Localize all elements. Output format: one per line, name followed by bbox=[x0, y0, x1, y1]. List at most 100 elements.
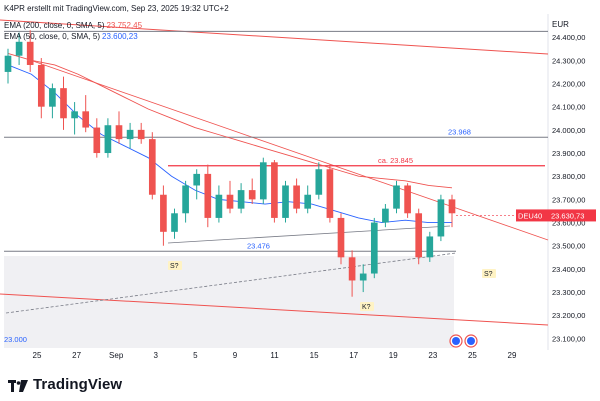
candle-body bbox=[49, 88, 56, 107]
tradingview-footer[interactable]: TradingView bbox=[8, 376, 122, 393]
candle-body bbox=[4, 55, 12, 72]
candle-body bbox=[315, 169, 323, 195]
candle bbox=[26, 30, 34, 72]
candle-body bbox=[437, 199, 445, 237]
descending-trendline bbox=[29, 59, 549, 241]
level-label: 23.476 bbox=[247, 241, 270, 250]
candle bbox=[448, 194, 456, 228]
price-tick-label: 23.200,00 bbox=[552, 311, 585, 320]
candle-body bbox=[26, 41, 34, 65]
candle bbox=[237, 183, 245, 214]
candle bbox=[104, 118, 112, 158]
compare-badge-icon[interactable] bbox=[464, 334, 478, 348]
time-tick-label: Sep bbox=[109, 351, 124, 360]
time-tick-label: 15 bbox=[310, 351, 319, 360]
time-tick-label: 11 bbox=[270, 351, 279, 360]
candle bbox=[49, 83, 56, 119]
annotation-label: S? bbox=[484, 271, 493, 278]
price-tick-label: 23.300,00 bbox=[552, 288, 585, 297]
trendlines bbox=[0, 19, 549, 326]
badge-icons[interactable] bbox=[449, 334, 478, 348]
candle-body bbox=[226, 194, 234, 209]
ema50-legend-value: 23.600,23 bbox=[102, 32, 138, 41]
candle-body bbox=[115, 125, 123, 140]
candle-body bbox=[404, 185, 411, 214]
candle bbox=[282, 180, 289, 223]
compare-badge-icon[interactable] bbox=[449, 334, 463, 348]
ema50-legend[interactable]: EMA (50, close, 0, SMA, 5) 23.600,23 bbox=[4, 32, 138, 41]
price-tick-label: 24.100,00 bbox=[552, 103, 585, 112]
ema200-legend-label: EMA (200, close, 0, SMA, 5) bbox=[4, 21, 105, 30]
candle-body bbox=[93, 127, 101, 154]
candle bbox=[404, 183, 411, 218]
candle bbox=[4, 48, 12, 84]
candle-body bbox=[337, 217, 345, 258]
candle bbox=[437, 194, 445, 242]
price-axis[interactable]: 24.400,00 24.300,00 24.200,00 24.100,00 24.0… bbox=[552, 33, 585, 343]
time-tick-label: 5 bbox=[193, 351, 198, 360]
ema50-legend-label: EMA (50, close, 0, SMA, 5) bbox=[4, 32, 101, 41]
candle-body bbox=[348, 257, 356, 281]
candle-body bbox=[193, 173, 201, 186]
candle-body bbox=[370, 222, 378, 274]
candle-body bbox=[60, 88, 67, 119]
price-tick-label: 24.000,00 bbox=[552, 126, 585, 135]
lower-trendline bbox=[0, 293, 549, 326]
candle-body bbox=[182, 185, 189, 214]
candle bbox=[137, 122, 145, 144]
candle bbox=[259, 157, 267, 205]
author-line: K4PR erstellt mit TradingView.com, Sep 2… bbox=[4, 4, 229, 13]
annotation-label: K? bbox=[362, 304, 371, 311]
time-tick-label: 25 bbox=[468, 351, 477, 360]
upper-trendline bbox=[0, 19, 549, 55]
candle-body bbox=[82, 111, 90, 128]
dashed-trendline bbox=[5, 252, 457, 314]
time-tick-label: 29 bbox=[508, 351, 517, 360]
currency-label: EUR bbox=[552, 20, 569, 29]
ema200-legend[interactable]: EMA (200, close, 0, SMA, 5) 23.752,45 bbox=[4, 21, 142, 30]
badge-core bbox=[452, 337, 460, 345]
level-label: ca. 23.845 bbox=[378, 156, 413, 165]
price-tick-label: 24.300,00 bbox=[552, 56, 585, 65]
candle bbox=[426, 231, 434, 262]
tradingview-brand: TradingView bbox=[33, 376, 123, 393]
candle-body bbox=[448, 199, 456, 214]
candle-body bbox=[248, 190, 256, 200]
annotation-label: S? bbox=[170, 263, 179, 270]
time-tick-label: 23 bbox=[428, 351, 437, 360]
price-tick-label: 23.800,00 bbox=[552, 172, 585, 181]
candle bbox=[248, 178, 256, 205]
time-tick-label: 9 bbox=[233, 351, 238, 360]
price-tick-label: 23.500,00 bbox=[552, 242, 585, 251]
last-price-box bbox=[548, 209, 596, 222]
candle-body bbox=[426, 236, 434, 258]
candle-body bbox=[382, 208, 389, 223]
candle bbox=[60, 76, 67, 130]
candlesticks[interactable] bbox=[4, 30, 456, 297]
candle bbox=[326, 164, 334, 223]
candle-body bbox=[271, 162, 278, 218]
candle-body bbox=[15, 41, 23, 56]
candle bbox=[393, 180, 400, 214]
level-label: 23.000 bbox=[4, 335, 27, 344]
price-tick-label: 24.200,00 bbox=[552, 80, 585, 89]
candle bbox=[182, 180, 189, 223]
horizontal-levels: ca. 23.845 23.968 23.476 23.000 bbox=[4, 30, 548, 344]
time-axis[interactable]: 25 27 Sep 3 5 9 11 15 17 19 23 25 29 bbox=[33, 351, 517, 360]
time-tick-label: 27 bbox=[72, 351, 81, 360]
candle bbox=[115, 111, 123, 144]
candle bbox=[415, 208, 423, 265]
level-label: 23.968 bbox=[448, 127, 471, 136]
candle bbox=[348, 250, 356, 297]
price-tick-label: 23.700,00 bbox=[552, 195, 585, 204]
candle-body bbox=[126, 129, 134, 140]
candle-body bbox=[104, 125, 112, 154]
time-tick-label: 17 bbox=[349, 351, 358, 360]
candle-body bbox=[137, 129, 145, 140]
candle-body bbox=[204, 173, 212, 218]
candle-body bbox=[160, 194, 167, 232]
candle bbox=[15, 32, 23, 65]
candle bbox=[37, 58, 45, 119]
chart-annotations: S? S? K? bbox=[168, 261, 496, 311]
